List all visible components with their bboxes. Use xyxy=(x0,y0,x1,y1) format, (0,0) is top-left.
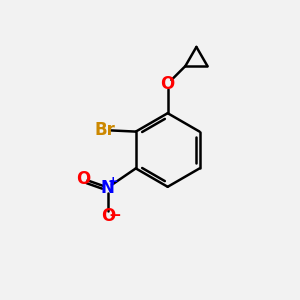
Text: O: O xyxy=(101,206,115,224)
Text: N: N xyxy=(101,178,115,196)
Text: O: O xyxy=(160,75,175,93)
Text: Br: Br xyxy=(94,121,115,139)
Text: +: + xyxy=(107,175,118,188)
Text: O: O xyxy=(76,170,90,188)
Text: −: − xyxy=(109,208,122,223)
